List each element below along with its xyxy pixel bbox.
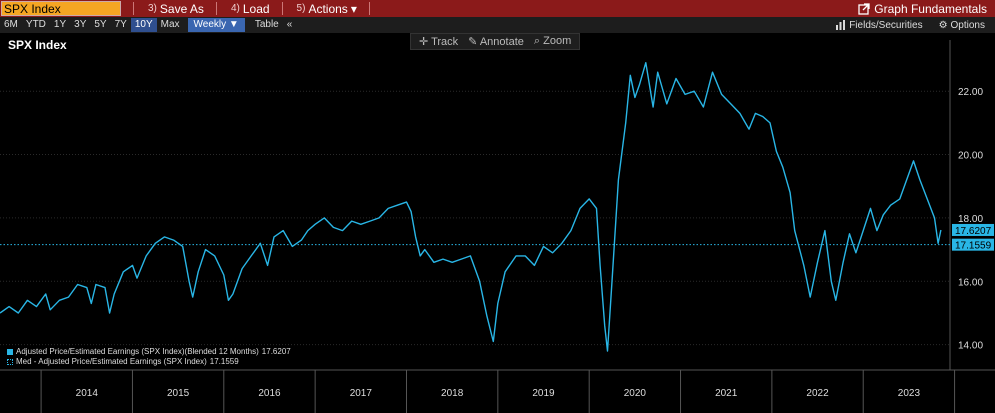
y-tick-label: 22.00: [958, 87, 983, 98]
x-tick-label: 2018: [441, 388, 464, 399]
ticker-input[interactable]: SPX Index: [1, 1, 121, 16]
load-shortcut: 4): [230, 3, 240, 14]
save-as-button[interactable]: 3) Save As: [148, 2, 204, 16]
range-6m-button[interactable]: 6M: [4, 19, 18, 30]
pe-series-line: [0, 62, 942, 352]
gear-icon: ⚙: [938, 19, 948, 31]
x-tick-label: 2016: [258, 388, 281, 399]
x-tick-label: 2020: [624, 388, 647, 399]
y-tick-label: 20.00: [958, 151, 983, 162]
top-toolbar: SPX Index 3) Save As 4) Load 5) Actions …: [0, 0, 995, 17]
range-1y-button[interactable]: 1Y: [53, 19, 67, 30]
range-3y-button[interactable]: 3Y: [74, 19, 87, 30]
median-value-tag: 17.1559: [952, 238, 994, 252]
range-ytd-button[interactable]: YTD: [25, 19, 46, 30]
range-7y-button[interactable]: 7Y: [114, 19, 127, 30]
annotate-label: Annotate: [479, 36, 524, 48]
x-tick-label: 2022: [806, 388, 829, 399]
save-as-shortcut: 3): [148, 3, 157, 14]
frequency-dropdown[interactable]: Weekly ▼: [187, 18, 245, 32]
fields-securities-button[interactable]: Fields/Securities: [835, 19, 923, 31]
y-axis: 14.00 16.00 18.00 20.00 22.00: [949, 40, 983, 370]
save-as-label: Save As: [159, 1, 204, 16]
graph-fundamentals-label: Graph Fundamentals: [874, 1, 987, 16]
x-tick-label: 2021: [715, 388, 738, 399]
x-tick-label: 2019: [532, 388, 555, 399]
collapse-button[interactable]: «: [286, 19, 293, 30]
legend-swatch: [7, 349, 13, 355]
load-label: Load: [242, 1, 270, 16]
value-tags: 17.6207 17.1559: [952, 223, 994, 252]
pencil-icon: ✎: [468, 36, 478, 48]
track-button[interactable]: ✛ Track: [419, 35, 458, 48]
load-button[interactable]: 4) Load: [231, 2, 270, 16]
chart-canvas[interactable]: 2014 2015 2016 2017 2018 2019 2020 2021 2022 2023…: [0, 33, 995, 413]
x-axis: 2014 2015 2016 2017 2018 2019 2020 2021 2022 2023: [0, 369, 995, 413]
y-tick-label: 16.00: [958, 277, 983, 288]
x-tick-label: 2017: [350, 388, 373, 399]
legend-series-value: 17.6207: [261, 347, 291, 356]
zoom-button[interactable]: ⌕ Zoom: [534, 35, 571, 48]
chart-title: SPX Index: [8, 38, 67, 52]
fields-securities-label: Fields/Securities: [849, 19, 923, 31]
x-tick-label: 2014: [76, 388, 99, 399]
range-max-button[interactable]: Max: [160, 19, 180, 30]
x-tick-label: 2015: [167, 388, 190, 399]
table-button[interactable]: Table: [254, 19, 279, 30]
bar-chart-icon: [836, 20, 846, 30]
legend-item[interactable]: Adjusted Price/Estimated Earnings (SPX I…: [7, 347, 291, 357]
range-toolbar: 6M YTD 1Y 3Y 5Y 7Y 10Y Max Weekly ▼ Tabl…: [0, 17, 995, 33]
magnifier-icon: ⌕: [533, 35, 541, 47]
last-value-tag: 17.6207: [952, 223, 994, 237]
legend-item[interactable]: Med - Adjusted Price/Estimated Earnings …: [7, 357, 291, 367]
legend-series-name: Adjusted Price/Estimated Earnings (SPX I…: [16, 347, 259, 356]
x-tick-label: 2023: [898, 388, 921, 399]
legend-swatch: [7, 359, 13, 365]
y-tick-label: 18.00: [958, 214, 983, 225]
crosshair-icon: ✛: [419, 36, 429, 48]
track-label: Track: [431, 36, 459, 48]
external-link-icon: [858, 2, 870, 15]
range-5y-button[interactable]: 5Y: [94, 19, 107, 30]
graph-fundamentals-button[interactable]: Graph Fundamentals: [858, 0, 987, 17]
y-tick-label: 14.00: [958, 341, 983, 352]
toolbar-divider: [281, 2, 283, 15]
chart-legend: Adjusted Price/Estimated Earnings (SPX I…: [7, 347, 291, 367]
actions-shortcut: 5): [296, 3, 306, 14]
chart-tools: ✛ Track ✎ Annotate ⌕ Zoom: [410, 33, 581, 50]
toolbar-divider: [133, 2, 134, 15]
toolbar-divider: [368, 2, 370, 15]
zoom-label: Zoom: [543, 35, 572, 47]
toolbar-divider: [215, 2, 217, 15]
options-label: Options: [950, 19, 985, 31]
chevron-down-icon: ▾: [350, 1, 357, 16]
legend-series-value: 17.1559: [209, 357, 239, 366]
svg-text:17.1559: 17.1559: [955, 241, 992, 252]
options-button[interactable]: ⚙ Options: [939, 20, 985, 31]
svg-text:17.6207: 17.6207: [955, 226, 992, 237]
actions-label: Actions: [308, 1, 348, 16]
legend-series-name: Med - Adjusted Price/Estimated Earnings …: [16, 357, 207, 366]
actions-button[interactable]: 5) Actions ▾: [297, 2, 357, 16]
annotate-button[interactable]: ✎ Annotate: [468, 35, 524, 48]
range-10y-button[interactable]: 10Y: [130, 18, 157, 32]
grid-lines: [0, 90, 950, 346]
